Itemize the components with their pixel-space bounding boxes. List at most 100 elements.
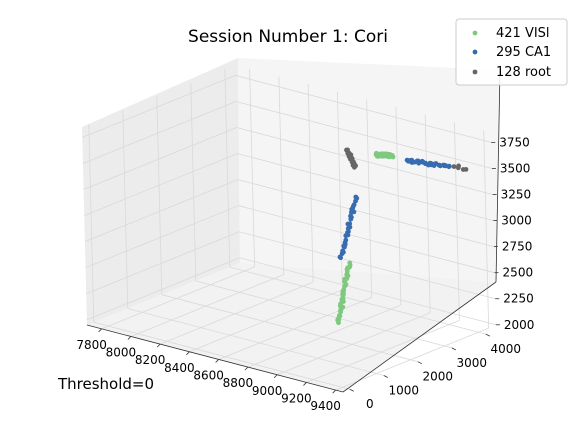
x-gridline-back [307, 84, 314, 283]
back-wall-pane [238, 58, 500, 282]
x-gridline-floor [247, 304, 402, 368]
z-gridline-back [237, 179, 494, 248]
z-tick-label: 2000 [504, 318, 535, 332]
scatter-point [347, 260, 353, 266]
z-gridline-back [236, 127, 493, 195]
legend-label-ca1: 295 CA1 [496, 45, 551, 60]
legend-marker-root [472, 69, 478, 75]
x-gridline-back [366, 99, 373, 298]
z-gridline-wall [85, 205, 239, 269]
x-tick-label: 8400 [164, 361, 195, 375]
series-0 [335, 150, 396, 326]
scatter-point [339, 296, 345, 302]
x-tick-mark [273, 374, 278, 379]
z-tick-label: 3500 [500, 161, 531, 175]
y-tick-mark [417, 361, 422, 365]
left-wall-pane [82, 58, 240, 325]
x-tick-label: 9400 [310, 399, 341, 413]
scatter-point [451, 164, 457, 170]
z-gridline-back [237, 153, 494, 221]
x-tick-mark [303, 382, 307, 386]
x-gridline-back [249, 68, 256, 267]
scatter-points [335, 147, 469, 326]
z-gridline-back [239, 257, 496, 326]
scatter-point [348, 213, 353, 219]
z-gridline-back [235, 75, 492, 143]
y-tick-mark [451, 347, 456, 351]
z-gridline-wall [82, 101, 237, 164]
z-gridline-back [239, 231, 496, 300]
x-gridline-floor [189, 289, 343, 353]
y-tick-label: 1000 [389, 383, 420, 397]
series-2 [344, 147, 469, 172]
z-gridline-wall [84, 179, 239, 243]
z-tick-label: 3750 [499, 135, 530, 149]
y-gridline-wall [122, 110, 129, 309]
y-tick-label: 0 [366, 397, 374, 411]
legend: 421 VISl 295 CA1 128 root [455, 18, 568, 86]
floor-pane [87, 263, 496, 392]
axes-panes [82, 58, 500, 392]
x-gridline-back [454, 122, 460, 321]
z-gridline-back [235, 101, 493, 169]
x-tick-label: 9000 [252, 384, 283, 398]
scatter-point [351, 202, 357, 208]
y-gridline-floor [93, 321, 350, 390]
x-tick-label: 8800 [223, 376, 254, 390]
x-axis-line [86, 324, 344, 393]
y-axis-line [342, 281, 497, 393]
y-tick-label: 2000 [423, 370, 454, 384]
x-tick-label: 9200 [281, 391, 312, 405]
x-tick-mark [98, 328, 102, 333]
z-tick-label: 2750 [502, 240, 533, 254]
x-gridline-back [483, 130, 490, 329]
x-gridline-back [424, 114, 431, 313]
scatter-point [463, 167, 469, 172]
x-gridline-floor [306, 320, 460, 383]
scatter-point [336, 313, 342, 319]
x-gridline-floor [277, 312, 431, 376]
x-tick-mark [244, 366, 249, 371]
x-tick-mark [186, 351, 190, 356]
threshold-annotation: Threshold=0 [57, 375, 154, 393]
x-gridline-floor [159, 281, 314, 345]
x-gridline-floor [335, 327, 489, 391]
x-gridline-floor [130, 274, 285, 337]
legend-label-root: 128 root [496, 65, 551, 80]
scatter-point [353, 194, 359, 200]
z-tick-label: 2250 [503, 292, 534, 306]
axes-grid [82, 68, 496, 391]
scatter-point [456, 163, 461, 169]
y-gridline-floor [127, 308, 384, 376]
y-gridline-wall [224, 69, 231, 268]
x-tick-label: 7800 [76, 338, 107, 352]
x-tick-mark [215, 359, 219, 363]
z-gridline-wall [82, 75, 236, 138]
y-gridline-floor [195, 280, 452, 349]
legend-label-visl: 421 VISl [496, 26, 550, 41]
series-1 [337, 157, 452, 261]
z-tick-label: 3000 [501, 214, 532, 228]
x-gridline-floor [101, 266, 255, 330]
z-gridline-wall [86, 231, 240, 295]
z-gridline-wall [83, 127, 237, 190]
z-gridline-wall [86, 257, 241, 321]
y-tick-mark [383, 375, 388, 378]
legend-frame [455, 18, 568, 86]
y-tick-mark [485, 333, 490, 337]
x-tick-mark [156, 343, 161, 348]
scatter-point [340, 248, 345, 254]
y-gridline-floor [161, 294, 418, 363]
chart-title: Session Number 1: Cori [188, 27, 388, 47]
y-gridline-floor [229, 266, 486, 335]
scatter-point [352, 164, 357, 170]
x-tick-label: 8000 [106, 345, 137, 359]
scatter-point [347, 221, 353, 227]
scatter-point [416, 160, 422, 166]
z-gridline-back [238, 205, 495, 274]
scatter-point [343, 237, 349, 243]
y-tick-label: 4000 [491, 342, 522, 356]
z-gridline-wall [84, 153, 238, 216]
